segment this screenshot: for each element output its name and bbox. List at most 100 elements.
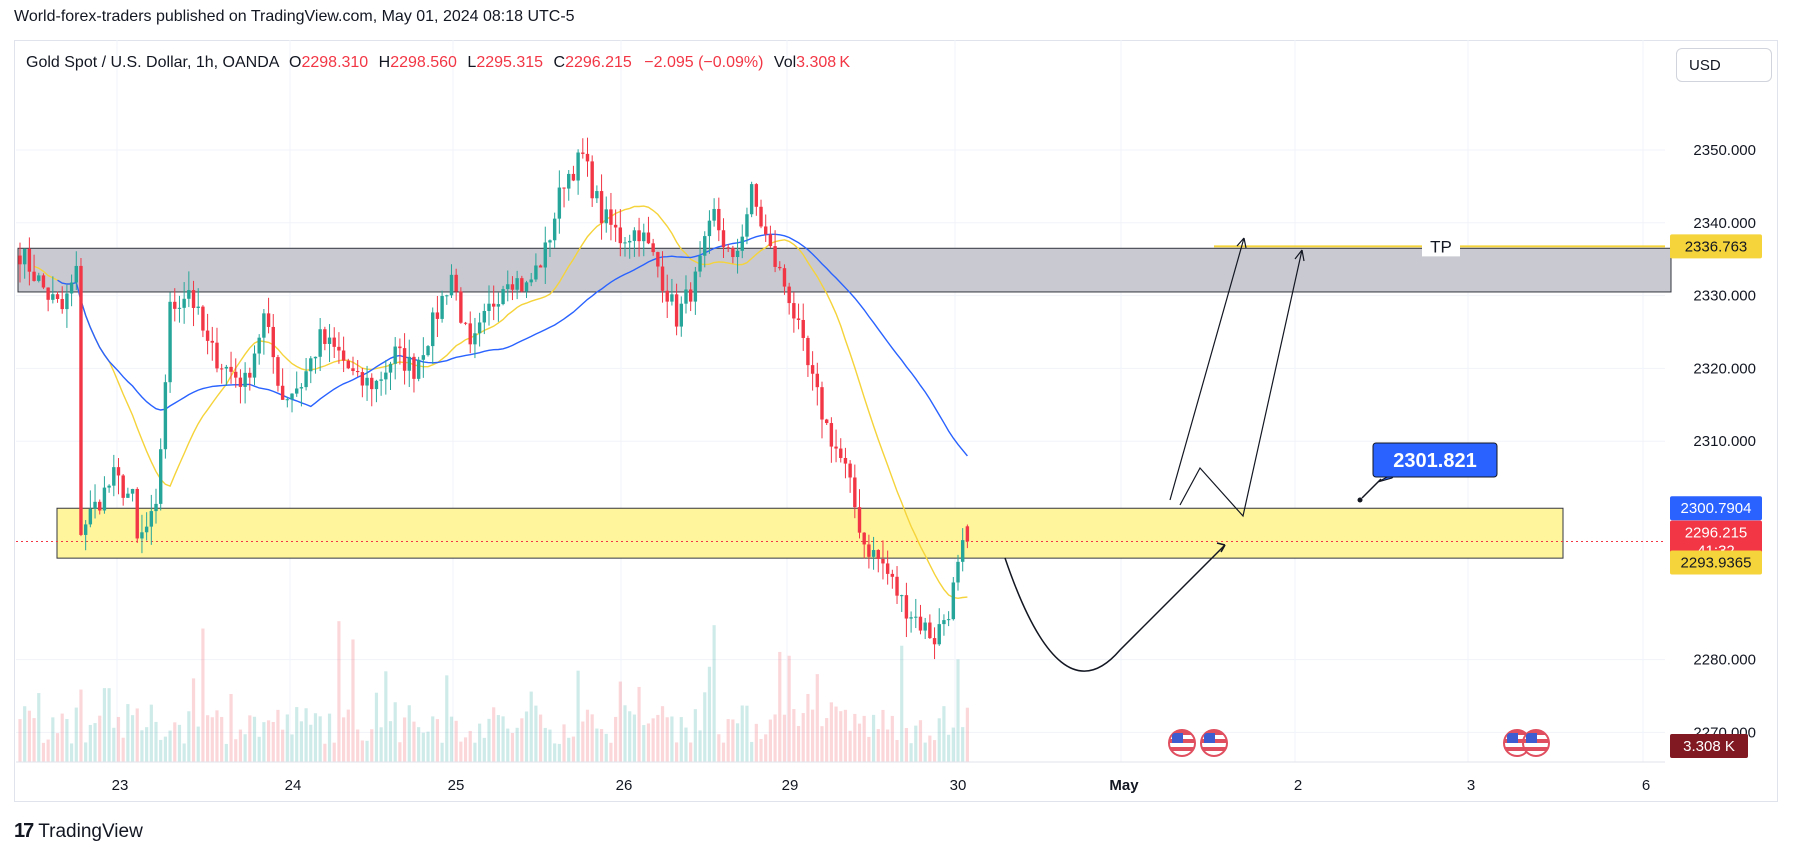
candle-body	[562, 187, 566, 189]
volume-bar	[41, 742, 46, 762]
volume-bar	[206, 715, 210, 762]
candle-body	[41, 275, 46, 288]
callout-pointer-line	[1361, 478, 1382, 499]
candle-body	[149, 511, 154, 527]
volume-bar	[187, 711, 191, 762]
candle-body	[351, 368, 355, 372]
candle-body	[515, 278, 519, 290]
candle-body	[487, 303, 491, 311]
price-axis: 2350.000 2340.000 2330.000 2320.000 2310.000…	[1670, 142, 1762, 758]
candle-body	[956, 561, 960, 583]
ma-fast-line	[33, 205, 968, 600]
volume-bar	[116, 716, 121, 762]
candle-body	[712, 208, 716, 221]
candle-body	[304, 371, 308, 388]
volume-label: Vol	[773, 54, 797, 71]
candle-body	[698, 255, 702, 272]
candle-body	[51, 294, 55, 300]
candle-body	[252, 353, 257, 378]
candle-body	[656, 252, 660, 267]
volume-bar	[820, 726, 824, 762]
candle-body	[778, 266, 782, 269]
currency-selector[interactable]: USD	[1676, 48, 1772, 82]
volume-bars	[18, 621, 969, 762]
volume-bar	[60, 713, 64, 762]
volume-bar	[229, 693, 233, 762]
candle-body	[18, 255, 22, 265]
volume-bar	[445, 675, 449, 762]
volume-bar	[27, 710, 31, 762]
volume-bar	[660, 706, 665, 762]
volume-bar	[271, 721, 275, 762]
candle-body	[871, 550, 876, 557]
us-flag-icon[interactable]	[1200, 729, 1228, 757]
volume-bar	[764, 734, 768, 762]
candle-body	[848, 463, 852, 478]
volume-bar	[567, 737, 571, 762]
volume-bar	[201, 628, 205, 762]
candle-body	[914, 616, 918, 618]
resistance-zone	[17, 247, 1672, 293]
high-label: H	[378, 54, 391, 71]
volume-bar	[581, 721, 585, 762]
candle-body	[628, 240, 632, 243]
volume-bar	[478, 723, 482, 762]
candle-body	[632, 230, 637, 241]
support-zone	[56, 507, 1564, 559]
candle-body	[853, 477, 857, 508]
rounded-bottom-curve	[1004, 544, 1226, 672]
volume-bar	[721, 742, 726, 762]
callout-value: 2301.821	[1393, 450, 1476, 472]
volume-bar	[768, 719, 772, 762]
candle-body	[867, 544, 871, 557]
volume-bar	[365, 740, 369, 762]
volume-bar	[295, 707, 299, 762]
candles	[18, 137, 970, 660]
volume-bar	[609, 742, 613, 762]
volume-bar	[670, 716, 674, 762]
projection-arrow-1-head	[1236, 237, 1247, 249]
candle-body	[37, 275, 41, 281]
time-tick-label: May	[1109, 777, 1139, 794]
volume-bar	[562, 724, 566, 762]
candle-body	[642, 232, 646, 242]
volume-bar	[932, 740, 937, 762]
candle-body	[637, 230, 641, 242]
volume-bar	[782, 714, 787, 762]
candle-body	[477, 322, 482, 334]
volume-bar	[773, 714, 777, 762]
volume-bar	[839, 711, 843, 762]
volume-bar	[299, 721, 303, 762]
volume-bar	[689, 742, 693, 762]
candle-body	[792, 303, 796, 319]
candle-body	[862, 532, 866, 545]
volume-bar	[750, 741, 754, 762]
candle-body	[98, 501, 102, 511]
us-flag-icon[interactable]	[1522, 729, 1550, 757]
tp-label: TP	[1430, 237, 1452, 256]
volume-bar	[928, 735, 932, 762]
tradingview-brand[interactable]: 17 TradingView	[14, 820, 143, 843]
volume-bar	[163, 736, 167, 762]
candle-body	[552, 218, 557, 241]
price-tick-label: 2330.000	[1693, 288, 1756, 305]
volume-bar	[318, 716, 322, 762]
candle-body	[159, 449, 163, 504]
us-flag-icon[interactable]	[1168, 729, 1196, 757]
moving-averages	[33, 205, 968, 600]
volume-bar	[942, 706, 946, 762]
candle-body	[900, 595, 904, 597]
time-tick-label: 29	[782, 777, 799, 794]
volume-bar	[965, 707, 969, 762]
candle-body	[135, 488, 139, 539]
time-tick-label: 23	[112, 777, 129, 794]
volume-bar	[759, 738, 763, 762]
projection-arrow-2	[1179, 249, 1303, 518]
volume-bar	[37, 693, 41, 762]
callout-box	[1372, 442, 1498, 478]
candle-body	[365, 377, 369, 386]
candle-body	[876, 550, 880, 559]
candle-body	[421, 355, 426, 360]
candle-body	[168, 301, 172, 383]
